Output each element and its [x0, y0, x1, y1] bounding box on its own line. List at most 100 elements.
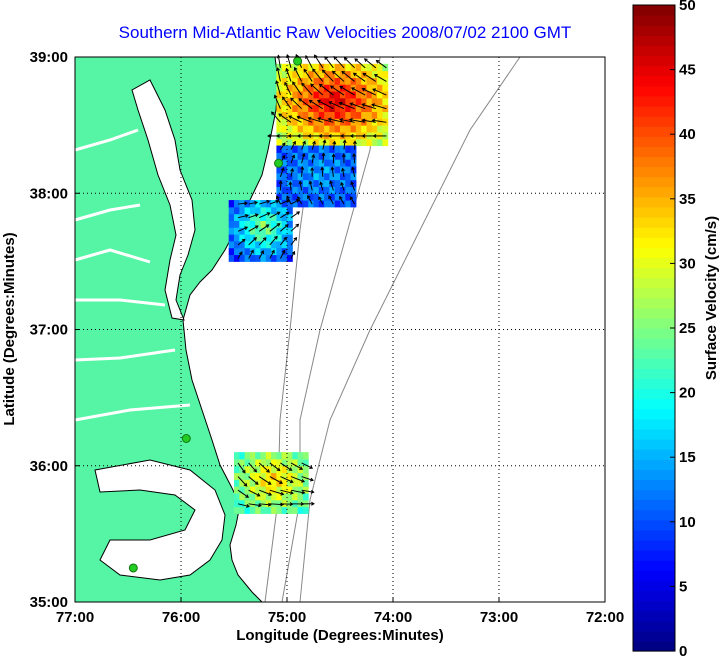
- velocity-arrow: [371, 118, 387, 123]
- velocity-cell: [287, 186, 293, 194]
- velocity-cell: [244, 206, 251, 215]
- velocity-cell: [355, 77, 362, 85]
- velocity-cell: [271, 220, 277, 228]
- velocity-cell: [313, 138, 320, 147]
- velocity-cell: [281, 172, 288, 181]
- velocity-cell: [297, 145, 304, 153]
- arrow-head: [362, 72, 367, 77]
- velocity-arrow: [350, 181, 356, 191]
- colorbar-cell: [633, 317, 675, 329]
- velocity-cell: [318, 77, 325, 85]
- velocity-cell: [287, 193, 293, 201]
- velocity-cell: [276, 97, 283, 106]
- velocity-cell: [350, 125, 357, 133]
- arrow-shaft: [301, 82, 313, 96]
- arrow-head: [293, 236, 298, 241]
- velocity-cell: [249, 234, 256, 242]
- velocity-cell: [340, 172, 346, 181]
- velocity-cell: [276, 118, 283, 126]
- arrow-shaft: [282, 96, 292, 109]
- velocity-cell: [334, 200, 341, 208]
- arrow-head: [273, 94, 278, 99]
- arrow-shaft: [269, 223, 280, 232]
- velocity-cell: [276, 452, 283, 460]
- velocity-cell: [244, 479, 251, 487]
- velocity-cell: [297, 486, 304, 494]
- velocity-arrow: [339, 117, 355, 123]
- arrow-head: [250, 249, 254, 254]
- velocity-cell: [292, 152, 299, 160]
- velocity-cell: [281, 254, 288, 262]
- arrow-shaft: [298, 98, 313, 110]
- velocity-arrow: [301, 489, 315, 494]
- velocity-cell: [244, 247, 251, 256]
- velocity-cell: [345, 186, 352, 194]
- arrow-shaft: [290, 199, 300, 205]
- velocity-cell: [265, 220, 272, 228]
- velocity-cell: [329, 200, 336, 208]
- velocity-cell: [297, 472, 304, 480]
- velocity-cell: [345, 70, 352, 78]
- velocity-cell: [276, 254, 283, 262]
- colorbar-tick-label: 50: [679, 0, 696, 14]
- arrow-head: [301, 152, 306, 157]
- velocity-arrow: [310, 83, 324, 96]
- velocity-arrow: [290, 489, 306, 495]
- arrow-shaft: [352, 167, 356, 177]
- velocity-arrow: [342, 139, 347, 150]
- arrow-shaft: [279, 250, 286, 259]
- velocity-cell: [345, 118, 352, 126]
- arrow-head: [256, 493, 261, 497]
- arrow-head: [276, 67, 280, 72]
- arrow-head: [352, 153, 357, 157]
- velocity-cell: [350, 111, 357, 119]
- velocity-cell: [302, 200, 309, 208]
- arrow-head: [280, 491, 285, 496]
- velocity-arrow: [237, 489, 250, 498]
- velocity-cell: [276, 472, 283, 480]
- velocity-arrow: [280, 489, 294, 495]
- x-axis-label: Longitude (Degrees:Minutes): [236, 627, 444, 644]
- arrow-shaft: [372, 88, 387, 96]
- velocity-cell: [292, 452, 299, 460]
- arrow-shaft: [258, 476, 272, 485]
- velocity-cell: [265, 240, 272, 249]
- arrow-shaft: [258, 462, 270, 473]
- velocity-cell: [292, 193, 299, 201]
- velocity-cell: [366, 97, 373, 106]
- velocity-cell: [287, 145, 293, 153]
- arrow-head: [288, 115, 293, 119]
- velocity-cell: [329, 186, 336, 194]
- arrow-shaft: [280, 476, 294, 483]
- arrow-head: [276, 467, 281, 472]
- velocity-cell: [382, 138, 389, 147]
- velocity-cell: [255, 213, 261, 221]
- velocity-cell: [377, 63, 383, 72]
- arrow-shaft: [269, 503, 284, 506]
- arrow-head: [296, 211, 301, 215]
- velocity-arrow: [328, 195, 334, 205]
- velocity-cell: [281, 479, 288, 487]
- velocity-cell: [366, 77, 373, 85]
- arrow-shaft: [362, 88, 377, 96]
- velocity-arrow: [301, 152, 306, 164]
- arrow-shaft: [362, 103, 376, 110]
- velocity-cell: [371, 111, 378, 119]
- colorbar-tick-label: 15: [679, 449, 696, 466]
- arrow-head: [299, 466, 304, 470]
- velocity-arrow: [362, 72, 377, 82]
- arrow-head: [361, 87, 366, 92]
- velocity-cell: [260, 452, 267, 460]
- velocity-arrow: [237, 201, 248, 206]
- velocity-cell: [271, 458, 277, 467]
- velocity-cell: [313, 186, 320, 194]
- velocity-arrow: [269, 211, 281, 219]
- arrow-shaft: [237, 214, 249, 219]
- velocity-cell: [292, 200, 299, 208]
- velocity-arrow: [237, 462, 246, 474]
- river: [74, 203, 141, 222]
- y-tick-label: 39:00: [30, 49, 68, 66]
- velocity-cell: [228, 206, 235, 215]
- velocity-arrow: [298, 98, 313, 110]
